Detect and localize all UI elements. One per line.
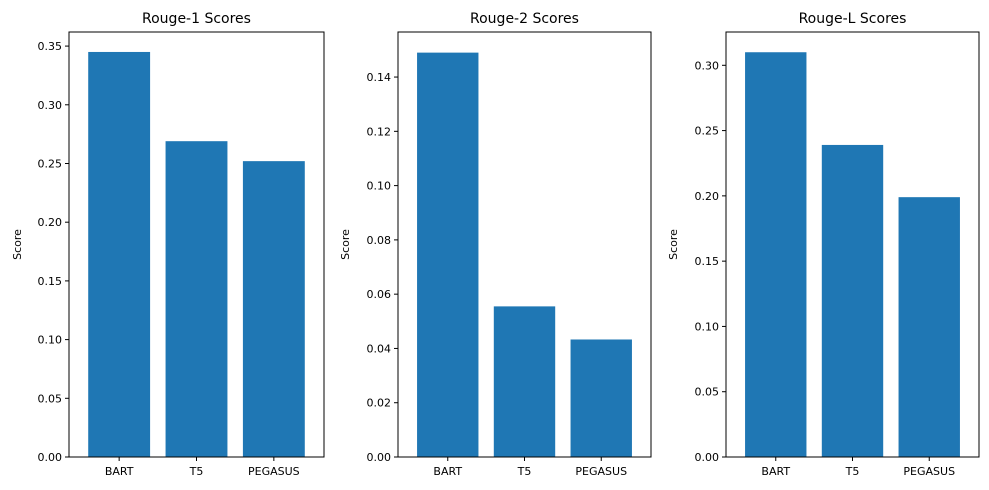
bar-pegasus <box>242 161 305 457</box>
x-tick-label: BART <box>433 465 462 478</box>
x-tick-label: BART <box>761 465 790 478</box>
y-tick-label: 0.02 <box>367 397 392 410</box>
y-tick-label: 0.25 <box>38 157 63 170</box>
subplot-1-title: Rouge-1 Scores <box>142 11 251 27</box>
x-tick-label: PEGASUS <box>575 465 627 478</box>
subplot-3-y-axis-label: Score <box>667 229 680 260</box>
subplot-3-bars <box>745 52 960 457</box>
bar-t5 <box>493 306 556 457</box>
subplot-2-x-ticks: BART T5 PEGASUS <box>433 457 627 478</box>
y-tick-label: 0.10 <box>38 334 63 347</box>
y-tick-label: 0.06 <box>367 288 392 301</box>
y-tick-label: 0.10 <box>367 180 392 193</box>
subplot-rouge-1: Rouge-1 Scores 0.000.050.100.150.200.250… <box>11 11 325 478</box>
subplot-1-y-axis-label: Score <box>11 229 24 260</box>
y-tick-label: 0.30 <box>695 59 720 72</box>
y-tick-label: 0.05 <box>38 392 63 405</box>
subplot-2-y-ticks: 0.00 0.02 0.04 0.06 0.08 0.10 0.12 0.14 <box>367 71 398 464</box>
subplot-1-y-ticks: 0.00 0.05 0.10 0.15 0.20 0.25 0.30 0.35 <box>38 40 69 464</box>
subplot-2-y-axis-label: Score <box>339 229 352 260</box>
subplot-3-title: Rouge-L Scores <box>799 11 907 27</box>
y-tick-label: 0.00 <box>367 451 392 464</box>
x-tick-label: T5 <box>517 465 532 478</box>
y-tick-label: 0.08 <box>367 234 392 247</box>
y-tick-label: 0.30 <box>38 99 63 112</box>
subplot-1-bars <box>88 51 305 458</box>
subplot-rouge-2: Rouge-2 Scores 0.000.020.040.060.080.100… <box>339 11 652 478</box>
subplot-3-y-ticks: 0.00 0.05 0.10 0.15 0.20 0.25 0.30 <box>695 59 726 464</box>
y-tick-label: 0.25 <box>695 125 720 138</box>
subplot-2-bars <box>417 52 632 458</box>
subplot-2-title: Rouge-2 Scores <box>470 11 579 27</box>
bar-t5 <box>165 141 228 457</box>
x-tick-label: BART <box>105 465 134 478</box>
y-tick-label: 0.14 <box>367 71 392 84</box>
bar-bart <box>745 52 807 457</box>
bar-bart <box>88 51 151 458</box>
bar-pegasus <box>570 339 632 457</box>
y-tick-label: 0.12 <box>367 125 392 138</box>
y-tick-label: 0.00 <box>38 451 63 464</box>
x-tick-label: T5 <box>845 465 860 478</box>
y-tick-label: 0.15 <box>38 275 63 288</box>
x-tick-label: T5 <box>189 465 204 478</box>
bar-t5 <box>821 144 884 457</box>
y-tick-label: 0.20 <box>695 190 720 203</box>
y-tick-label: 0.20 <box>38 216 63 229</box>
x-tick-label: PEGASUS <box>248 465 300 478</box>
y-tick-label: 0.10 <box>695 320 720 333</box>
x-tick-label: PEGASUS <box>903 465 955 478</box>
bar-bart <box>417 52 479 458</box>
subplot-3-x-ticks: BART T5 PEGASUS <box>761 457 955 478</box>
y-tick-label: 0.15 <box>695 255 720 268</box>
y-tick-label: 0.00 <box>695 451 720 464</box>
subplot-1-x-ticks: BART T5 PEGASUS <box>105 457 300 478</box>
y-tick-label: 0.04 <box>367 342 392 355</box>
bar-pegasus <box>898 197 960 457</box>
subplot-rouge-l: Rouge-L Scores 0.000.050.100.150.200.250… <box>667 11 980 478</box>
y-tick-label: 0.35 <box>38 40 63 53</box>
y-tick-label: 0.05 <box>695 386 720 399</box>
